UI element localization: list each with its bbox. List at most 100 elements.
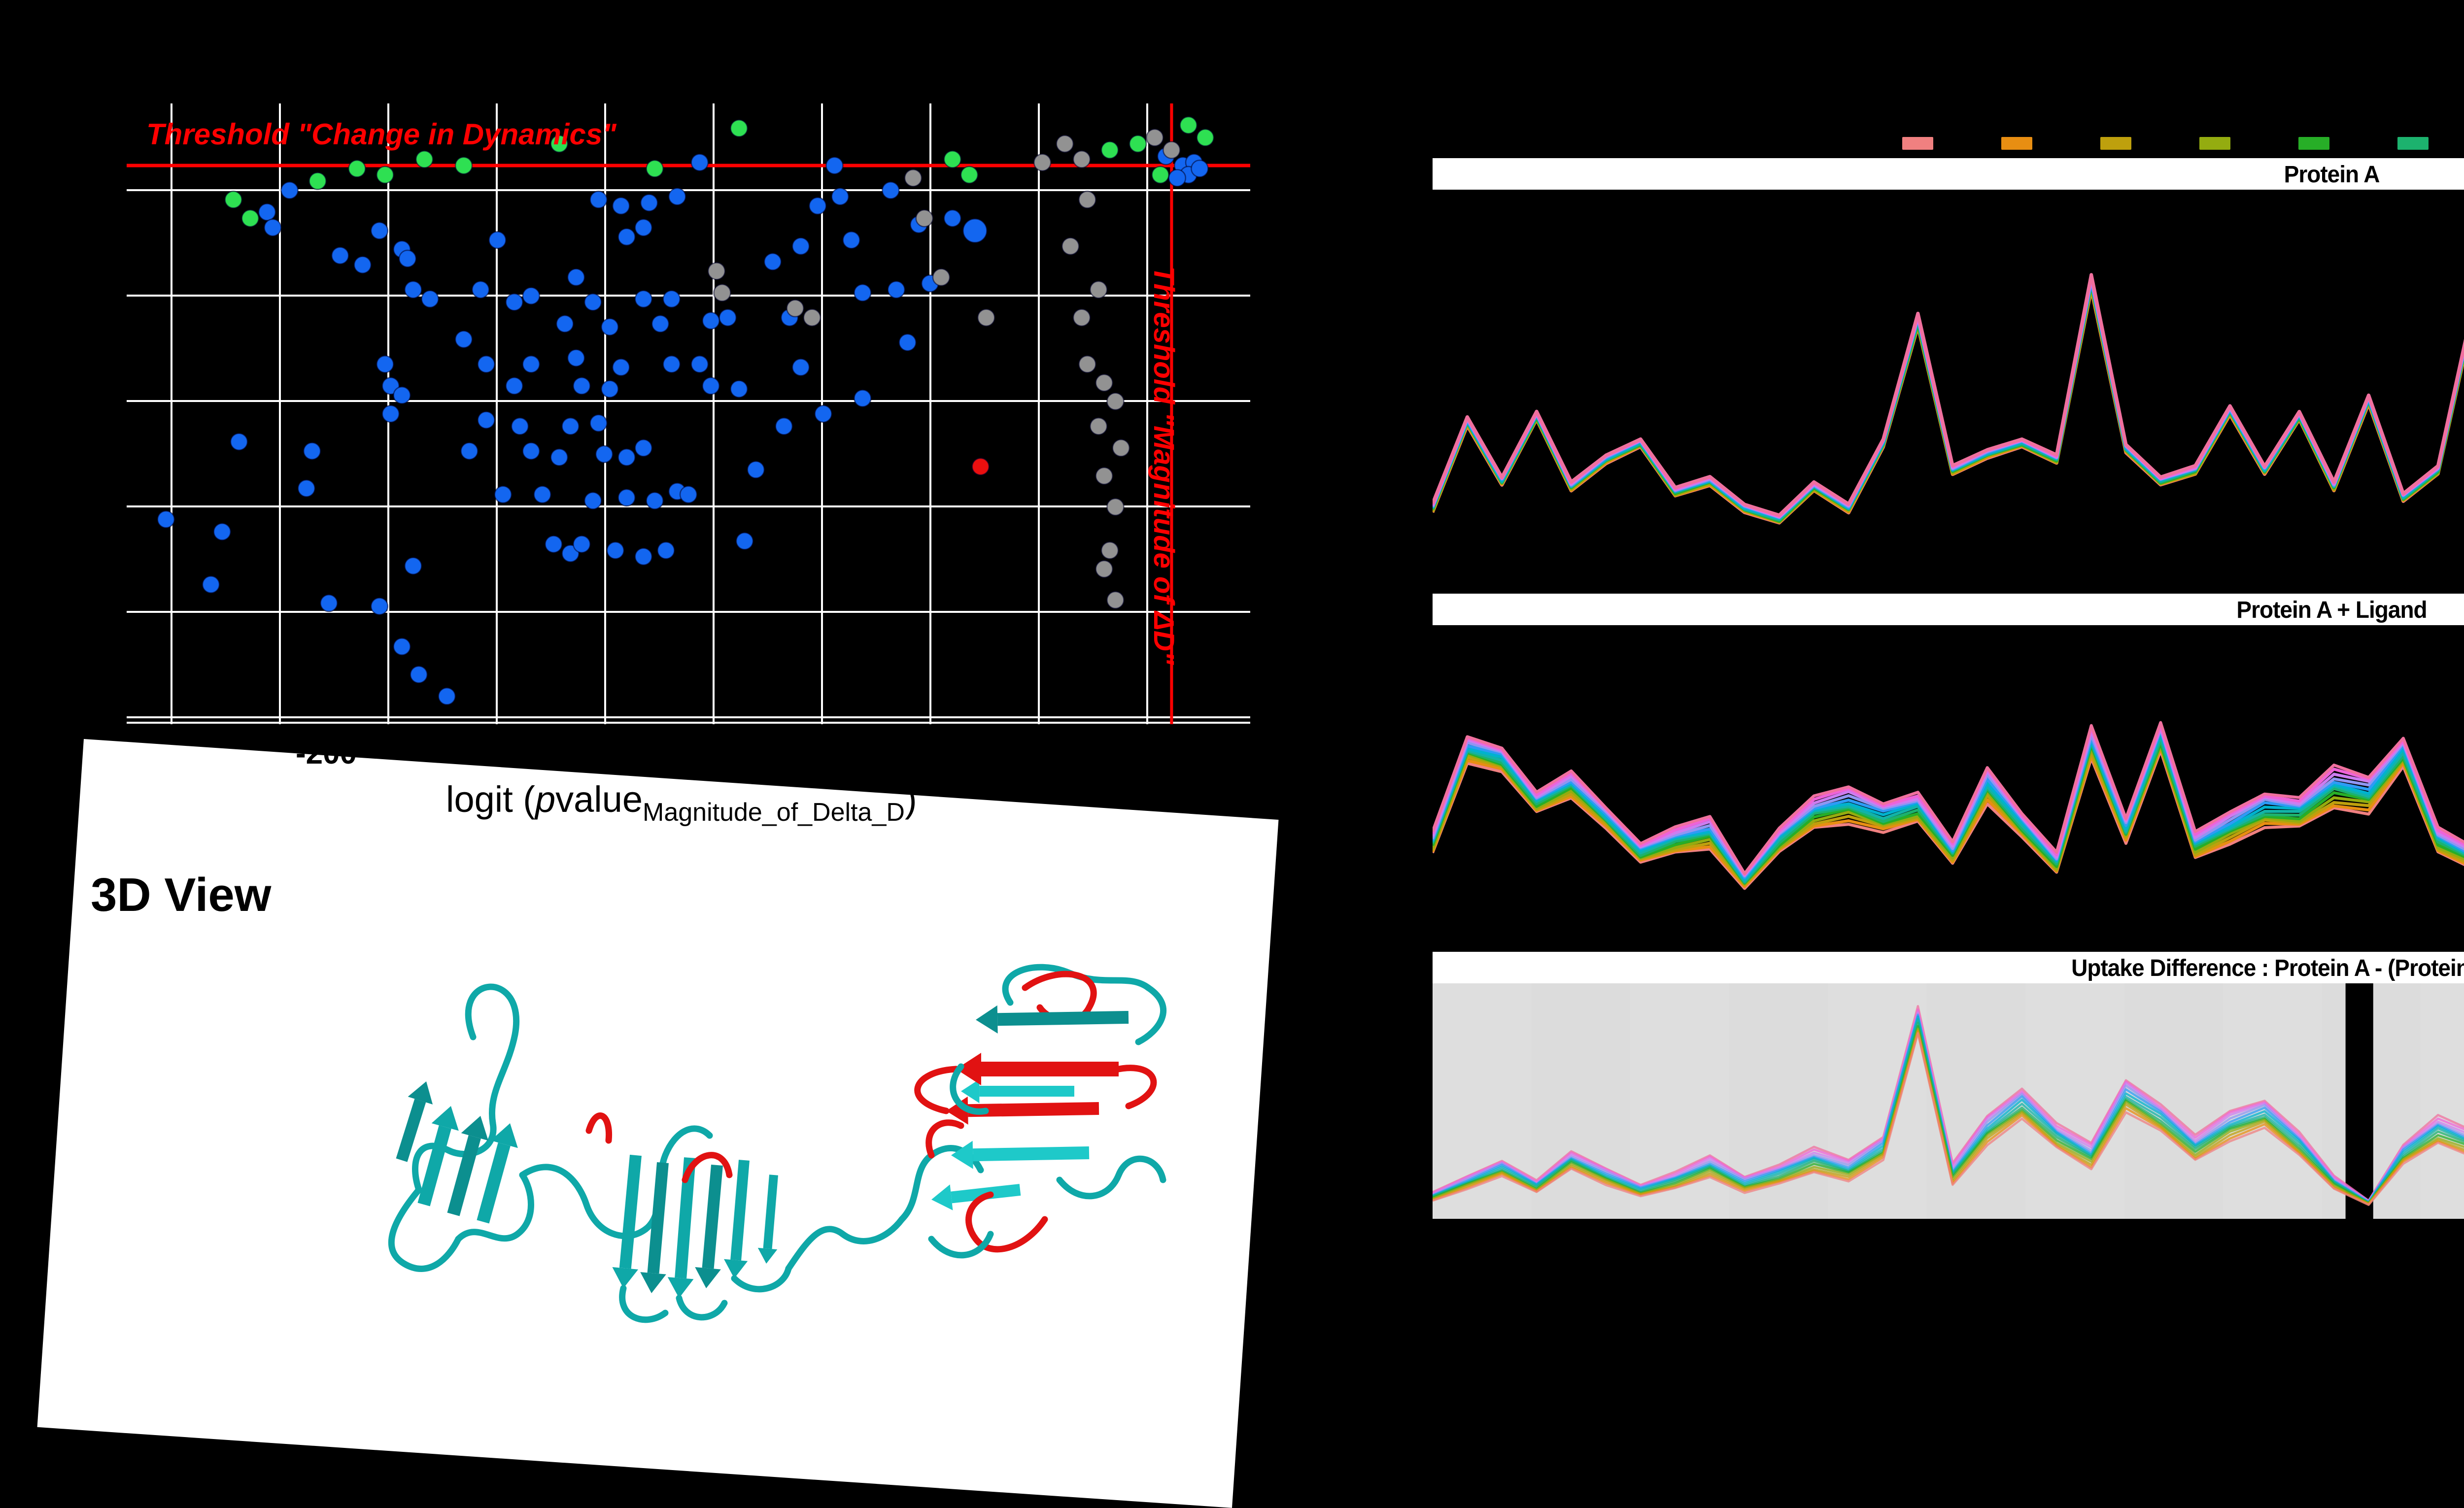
- uptake-series-4[interactable]: [1433, 283, 2464, 523]
- volcano-point-blue[interactable]: [657, 541, 675, 560]
- uptake-series-3[interactable]: [1433, 285, 2464, 524]
- uptake-chart-protein-a-ligand[interactable]: [1433, 625, 2464, 940]
- uptake-series-2[interactable]: [1433, 1030, 2464, 1206]
- volcano-point-blue[interactable]: [814, 404, 832, 423]
- volcano-point-blue[interactable]: [454, 330, 473, 349]
- volcano-point-blue[interactable]: [477, 355, 495, 373]
- volcano-point-blue[interactable]: [157, 510, 175, 529]
- volcano-point-gray[interactable]: [1163, 141, 1181, 159]
- volcano-point-gray[interactable]: [1061, 237, 1080, 256]
- volcano-point-blue[interactable]: [438, 687, 456, 705]
- volcano-point-green[interactable]: [376, 166, 394, 184]
- volcano-point-gray[interactable]: [1072, 308, 1091, 327]
- uptake-series-13[interactable]: [1433, 1005, 2464, 1202]
- volcano-point-gray[interactable]: [932, 268, 951, 287]
- volcano-point-blue[interactable]: [702, 377, 720, 395]
- volcano-point-gray[interactable]: [1100, 541, 1119, 560]
- volcano-point-blue[interactable]: [477, 411, 495, 429]
- uptake-series-6[interactable]: [1433, 281, 2464, 522]
- volcano-point-blue[interactable]: [634, 218, 653, 237]
- volcano-point-blue[interactable]: [393, 386, 411, 404]
- timepoint-legend[interactable]: [1902, 137, 2464, 150]
- volcano-point-blue[interactable]: [398, 249, 417, 268]
- volcano-point-blue[interactable]: [331, 246, 349, 265]
- uptake-series-7[interactable]: [1433, 280, 2464, 521]
- volcano-point-blue[interactable]: [808, 197, 827, 215]
- volcano-point-green[interactable]: [943, 150, 962, 168]
- volcano-point-blue[interactable]: [561, 417, 580, 436]
- legend-dash-4[interactable]: [2199, 137, 2230, 150]
- volcano-point-gray[interactable]: [713, 284, 731, 302]
- volcano-point-gray[interactable]: [1112, 439, 1130, 457]
- volcano-point-blue[interactable]: [887, 280, 906, 299]
- volcano-point-gray[interactable]: [1056, 134, 1074, 153]
- volcano-point-gray[interactable]: [803, 308, 821, 327]
- volcano-point-blue[interactable]: [573, 377, 591, 395]
- volcano-point-blue[interactable]: [662, 355, 681, 373]
- volcano-point-blue[interactable]: [651, 315, 670, 333]
- uptake-series-5[interactable]: [1433, 282, 2464, 523]
- volcano-point-blue[interactable]: [280, 181, 299, 200]
- volcano-point-gray[interactable]: [1089, 417, 1108, 436]
- uptake-series-13[interactable]: [1433, 675, 2464, 875]
- volcano-point-green[interactable]: [1196, 129, 1215, 147]
- volcano-point-blue[interactable]: [303, 442, 321, 460]
- volcano-point-gray[interactable]: [904, 168, 923, 187]
- volcano-point-blue[interactable]: [264, 218, 282, 237]
- volcano-point-blue[interactable]: [583, 293, 602, 311]
- volcano-point-green[interactable]: [224, 191, 242, 209]
- volcano-plot[interactable]: [127, 103, 1250, 724]
- uptake-series-6[interactable]: [1433, 1021, 2464, 1205]
- volcano-point-blue[interactable]: [612, 358, 630, 376]
- volcano-point-gray[interactable]: [1072, 150, 1091, 168]
- volcano-point-gray[interactable]: [786, 299, 804, 318]
- volcano-point-blue[interactable]: [601, 380, 619, 398]
- protein-ribbon[interactable]: [320, 943, 1232, 1338]
- volcano-point-blue[interactable]: [882, 181, 900, 200]
- volcano-point-blue[interactable]: [842, 231, 860, 249]
- volcano-point-blue[interactable]: [567, 349, 585, 367]
- volcano-point-blue[interactable]: [617, 228, 636, 246]
- volcano-point-green[interactable]: [348, 160, 366, 178]
- volcano-point-blue[interactable]: [522, 287, 541, 305]
- volcano-point-gray[interactable]: [1145, 129, 1164, 147]
- volcano-canvas[interactable]: [127, 103, 1250, 724]
- uptake-series-8[interactable]: [1433, 279, 2464, 520]
- uptake-series-10[interactable]: [1433, 277, 2464, 519]
- volcano-point-green[interactable]: [730, 119, 748, 137]
- volcano-point-blue[interactable]: [634, 547, 653, 566]
- volcano-point-blue[interactable]: [353, 256, 372, 274]
- volcano-point-blue[interactable]: [589, 414, 608, 433]
- volcano-point-blue[interactable]: [550, 448, 569, 467]
- volcano-point-green[interactable]: [1179, 116, 1198, 134]
- volcano-point-green[interactable]: [960, 166, 979, 184]
- volcano-point-green[interactable]: [415, 150, 434, 168]
- volcano-point-blue[interactable]: [583, 492, 602, 510]
- legend-dash-2[interactable]: [2001, 137, 2032, 150]
- uptake-series-8[interactable]: [1433, 1015, 2464, 1204]
- volcano-point-blue[interactable]: [617, 448, 636, 467]
- volcano-point-gray[interactable]: [707, 262, 726, 280]
- volcano-point-blue[interactable]: [719, 308, 737, 327]
- volcano-point-blue[interactable]: [690, 355, 709, 373]
- volcano-point-blue[interactable]: [202, 575, 220, 594]
- volcano-point-gray[interactable]: [1095, 560, 1113, 578]
- volcano-point-blue[interactable]: [545, 535, 563, 553]
- volcano-point-blue[interactable]: [640, 194, 658, 212]
- volcano-point-blue[interactable]: [320, 594, 338, 612]
- volcano-point-blue[interactable]: [393, 637, 411, 656]
- uptake-series-11[interactable]: [1433, 275, 2464, 519]
- volcano-point-blue[interactable]: [634, 439, 653, 457]
- volcano-point-blue[interactable]: [381, 404, 400, 423]
- uptake-series-13[interactable]: [1433, 273, 2464, 517]
- volcano-point-blue[interactable]: [775, 417, 793, 436]
- volcano-point-blue[interactable]: [854, 284, 872, 302]
- volcano-point-gray[interactable]: [1089, 280, 1108, 299]
- volcano-point-green[interactable]: [646, 160, 664, 178]
- volcano-point-blue[interactable]: [617, 488, 636, 507]
- volcano-point-blue[interactable]: [230, 433, 248, 451]
- volcano-point-blue[interactable]: [825, 156, 844, 175]
- volcano-point-blue[interactable]: [601, 318, 619, 336]
- volcano-point-gray[interactable]: [1078, 355, 1096, 373]
- volcano-point-blue[interactable]: [898, 333, 917, 352]
